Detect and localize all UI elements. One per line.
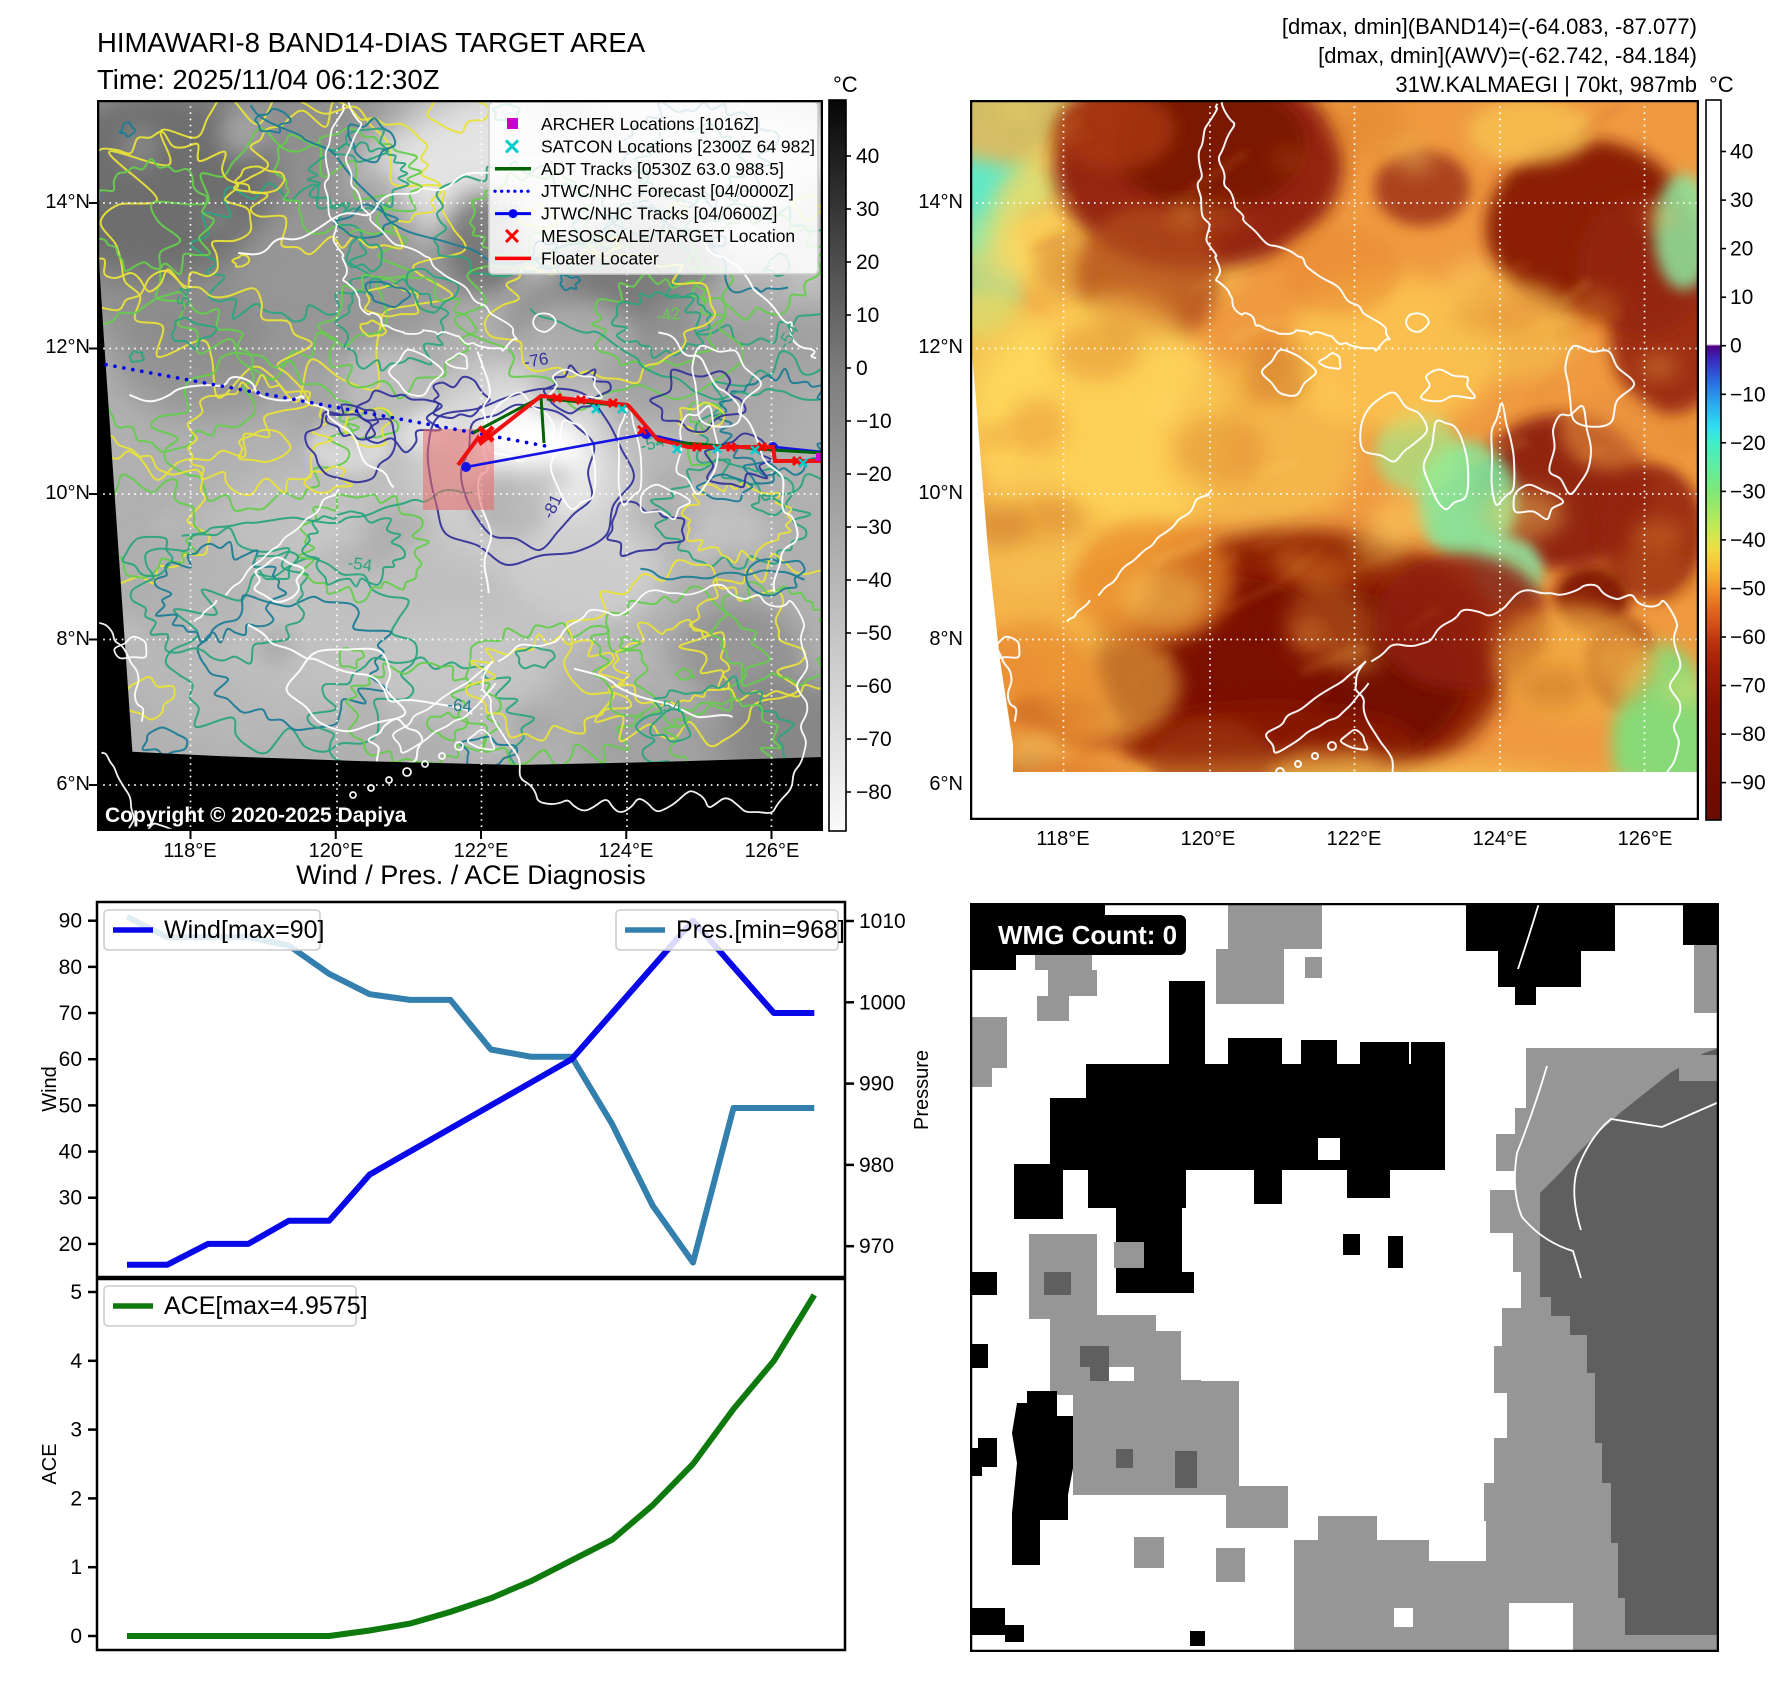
svg-text:20: 20 (59, 1233, 82, 1256)
svg-text:ARCHER Locations [1016Z]: ARCHER Locations [1016Z] (541, 114, 759, 134)
svg-text:90: 90 (59, 910, 82, 933)
svg-text:Floater Locater: Floater Locater (541, 248, 659, 268)
svg-text:0: 0 (1730, 335, 1742, 358)
svg-text:3: 3 (70, 1419, 82, 1442)
svg-text:1010: 1010 (859, 910, 906, 933)
svg-text:−80: −80 (856, 781, 892, 804)
svg-text:Wind: Wind (39, 1066, 61, 1112)
svg-text:−60: −60 (856, 675, 892, 698)
svg-text:−50: −50 (1730, 578, 1766, 601)
svg-text:JTWC/NHC Forecast [04/0000Z]: JTWC/NHC Forecast [04/0000Z] (541, 181, 794, 201)
svg-text:−50: −50 (856, 622, 892, 645)
svg-text:30: 30 (59, 1187, 82, 1210)
svg-text:-54: -54 (172, 285, 195, 313)
svg-text:−40: −40 (856, 569, 892, 592)
svg-text:Copyright © 2020-2025 Dapiya: Copyright © 2020-2025 Dapiya (105, 804, 407, 827)
svg-text:60: 60 (59, 1048, 82, 1071)
svg-text:°C: °C (833, 75, 858, 97)
svg-text:−60: −60 (1730, 626, 1766, 649)
svg-text:Pres.[min=968]: Pres.[min=968] (676, 916, 845, 944)
svg-text:4: 4 (70, 1350, 82, 1373)
svg-text:0: 0 (856, 357, 868, 380)
svg-text:0: 0 (70, 1625, 82, 1648)
svg-text:40: 40 (856, 145, 879, 168)
svg-text:−30: −30 (1730, 480, 1766, 503)
svg-text:20: 20 (856, 251, 879, 274)
svg-text:990: 990 (859, 1073, 894, 1096)
svg-text:−90: −90 (1730, 772, 1766, 795)
svg-text:WMG Count: 0: WMG Count: 0 (998, 920, 1177, 950)
svg-text:−70: −70 (1730, 675, 1766, 698)
svg-text:40: 40 (59, 1141, 82, 1164)
svg-text:Pressure: Pressure (911, 1050, 933, 1130)
svg-text:980: 980 (859, 1154, 894, 1177)
svg-text:1: 1 (70, 1556, 82, 1579)
svg-text:-54: -54 (346, 553, 373, 575)
svg-text:-76: -76 (522, 349, 550, 372)
svg-text:10: 10 (856, 304, 879, 327)
svg-text:70: 70 (59, 1002, 82, 1025)
svg-text:5: 5 (70, 1281, 82, 1304)
svg-text:50: 50 (59, 1094, 82, 1117)
svg-text:1000: 1000 (859, 991, 906, 1014)
svg-text:MESOSCALE/TARGET Location: MESOSCALE/TARGET Location (541, 226, 795, 246)
svg-text:ACE: ACE (39, 1443, 61, 1484)
svg-text:30: 30 (1730, 189, 1753, 212)
svg-text:Wind / Pres. / ACE Diagnosis: Wind / Pres. / ACE Diagnosis (296, 860, 646, 890)
svg-text:40: 40 (1730, 141, 1753, 164)
svg-text:−20: −20 (856, 463, 892, 486)
svg-text:−70: −70 (856, 728, 892, 751)
svg-text:°C: °C (1709, 75, 1734, 97)
svg-text:Wind[max=90]: Wind[max=90] (164, 916, 325, 944)
svg-text:970: 970 (859, 1235, 894, 1258)
svg-text:2: 2 (70, 1487, 82, 1510)
svg-text:ACE[max=4.9575]: ACE[max=4.9575] (164, 1292, 368, 1320)
svg-text:SATCON Locations [2300Z 64 982: SATCON Locations [2300Z 64 982] (541, 136, 815, 156)
svg-text:−80: −80 (1730, 723, 1766, 746)
svg-text:-54: -54 (657, 697, 682, 716)
svg-text:−20: −20 (1730, 432, 1766, 455)
svg-text:30: 30 (856, 198, 879, 221)
svg-text:ADT Tracks [0530Z 63.0 988.5]: ADT Tracks [0530Z 63.0 988.5] (541, 159, 784, 179)
svg-text:-64: -64 (447, 695, 473, 716)
svg-text:-42: -42 (655, 304, 682, 326)
svg-text:−30: −30 (856, 516, 892, 539)
svg-text:−40: −40 (1730, 529, 1766, 552)
svg-text:10: 10 (1730, 286, 1753, 309)
svg-text:−10: −10 (1730, 383, 1766, 406)
svg-text:20: 20 (1730, 238, 1753, 261)
svg-text:JTWC/NHC Tracks [04/0600Z]: JTWC/NHC Tracks [04/0600Z] (541, 204, 777, 224)
svg-text:−10: −10 (856, 410, 892, 433)
svg-text:80: 80 (59, 956, 82, 979)
